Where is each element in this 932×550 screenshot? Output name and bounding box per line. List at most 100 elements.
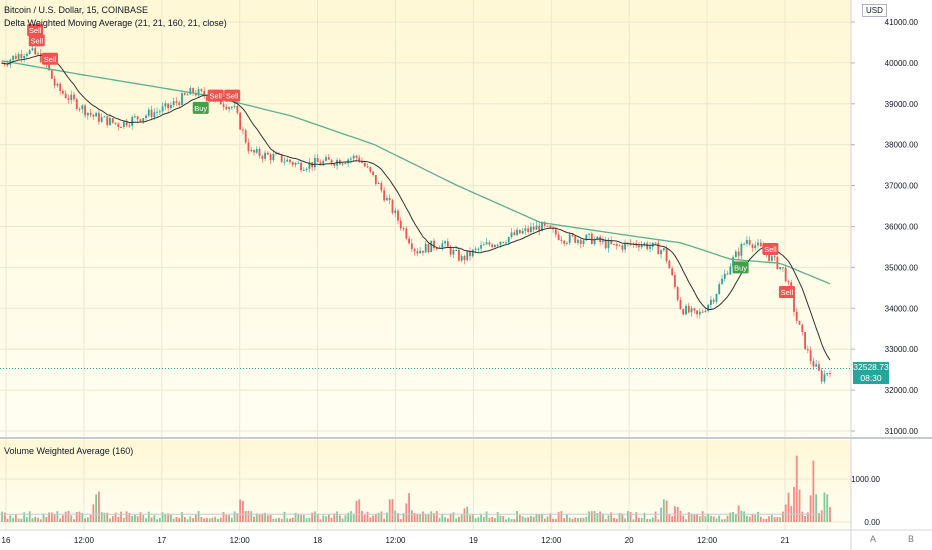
- candle-body: [399, 220, 402, 229]
- currency-label[interactable]: USD: [862, 4, 887, 17]
- volume-bar: [394, 510, 397, 522]
- candle-body: [305, 168, 308, 170]
- sell-signal-label[interactable]: Sell: [42, 52, 59, 65]
- volume-bar: [308, 517, 311, 522]
- axes: 41000.00 40000.00 39000.00 38000.00 37000.00…: [2, 18, 919, 545]
- candle-body: [505, 242, 507, 244]
- volume-bar: [264, 512, 266, 522]
- volume-bar: [244, 511, 247, 522]
- buy-signal-label[interactable]: Buy: [732, 261, 749, 274]
- volume-indicator-title[interactable]: Volume Weighted Average (160): [4, 446, 134, 456]
- candle-body: [291, 162, 294, 165]
- time-axis-tick-label: 19: [469, 536, 478, 545]
- candle-body: [244, 130, 247, 143]
- candle-body: [696, 310, 698, 315]
- candle-body: [596, 236, 599, 240]
- candle-body: [806, 349, 809, 351]
- volume-bar: [740, 510, 743, 522]
- candle-body: [773, 256, 776, 258]
- volume-bar: [391, 499, 394, 522]
- volume-bar: [374, 513, 377, 522]
- volume-bar: [408, 493, 410, 522]
- volume-bar: [300, 515, 302, 522]
- volume-bar: [687, 512, 690, 522]
- volume-bar: [81, 512, 84, 522]
- candle-body: [607, 240, 610, 249]
- volume-bar: [286, 518, 289, 522]
- sell-signal-label[interactable]: Sell: [224, 89, 241, 102]
- price-axis-tick-label: 36000.00: [885, 223, 919, 232]
- signal-box: [778, 285, 795, 298]
- candle-body: [737, 251, 740, 256]
- volume-bar: [208, 518, 211, 522]
- volume-axis-tick-label: 0.00: [864, 518, 880, 527]
- volume-bar: [773, 517, 776, 522]
- volume-bar: [183, 517, 186, 522]
- volume-bar: [150, 517, 153, 522]
- volume-bar: [192, 518, 194, 522]
- volume-bar: [590, 511, 593, 522]
- volume-bar: [615, 518, 618, 522]
- log-scale-button[interactable]: B: [908, 534, 915, 544]
- candle-body: [662, 248, 665, 251]
- sell-signal-label[interactable]: Sell: [28, 34, 45, 47]
- candle-body: [300, 162, 302, 171]
- volume-bar: [253, 516, 255, 522]
- candle-body: [712, 299, 715, 302]
- volume-bar: [602, 513, 604, 522]
- candle-body: [701, 311, 704, 313]
- sell-signal-label[interactable]: Sell: [207, 89, 224, 102]
- candle-body: [410, 243, 413, 250]
- volume-bar: [200, 516, 203, 522]
- volume-bar: [571, 518, 574, 522]
- volume-bar: [793, 487, 795, 522]
- symbol-title[interactable]: Bitcoin / U.S. Dollar, 15, COINBASE: [4, 5, 149, 15]
- volume-bar: [668, 513, 671, 522]
- volume-bar: [748, 516, 751, 522]
- candle-body: [787, 281, 790, 283]
- time-axis-tick-label: 16: [2, 536, 11, 545]
- candle-body: [574, 235, 577, 243]
- volume-bar: [776, 517, 779, 522]
- candle-body: [48, 64, 50, 71]
- volume-bar: [502, 516, 505, 522]
- candle-body: [134, 116, 136, 118]
- volume-bar: [779, 517, 782, 522]
- volume-bar: [114, 512, 117, 522]
- candle-body: [239, 112, 242, 130]
- volume-bar: [566, 514, 568, 522]
- volume-bar: [106, 512, 109, 522]
- auto-scale-button[interactable]: A: [870, 534, 877, 544]
- candle-body: [131, 117, 134, 126]
- volume-bar: [679, 510, 682, 522]
- volume-bar: [128, 512, 131, 522]
- candle-body: [383, 190, 386, 201]
- candle-body: [424, 243, 427, 253]
- signal-text: Sell: [226, 92, 239, 101]
- volume-bar: [474, 518, 477, 522]
- candle-body: [798, 320, 801, 325]
- candle-body: [350, 158, 352, 160]
- volume-bar: [746, 515, 748, 522]
- volume-bar: [665, 500, 668, 522]
- candle-body: [469, 251, 471, 257]
- slow-moving-average-line: [1, 60, 831, 285]
- volume-bar: [147, 511, 150, 522]
- candle-body: [250, 149, 253, 152]
- sell-signal-label[interactable]: Sell: [27, 24, 44, 37]
- candle-body: [615, 244, 618, 246]
- candle-body: [402, 228, 405, 230]
- sell-signal-label[interactable]: Sell: [778, 285, 795, 298]
- sell-signal-label[interactable]: Sell: [762, 242, 779, 255]
- candle-body: [571, 234, 574, 236]
- candle-body: [491, 244, 494, 248]
- volume-bar: [98, 491, 100, 522]
- buy-signal-label[interactable]: Buy: [192, 101, 209, 114]
- candle-body: [704, 311, 707, 313]
- price-axis-tick-label: 31000.00: [885, 427, 919, 436]
- main-indicator-title[interactable]: Delta Weighted Moving Average (21, 21, 1…: [4, 18, 227, 28]
- volume-bar: [53, 514, 56, 522]
- volume-bar: [712, 516, 715, 522]
- candle-body: [801, 324, 804, 333]
